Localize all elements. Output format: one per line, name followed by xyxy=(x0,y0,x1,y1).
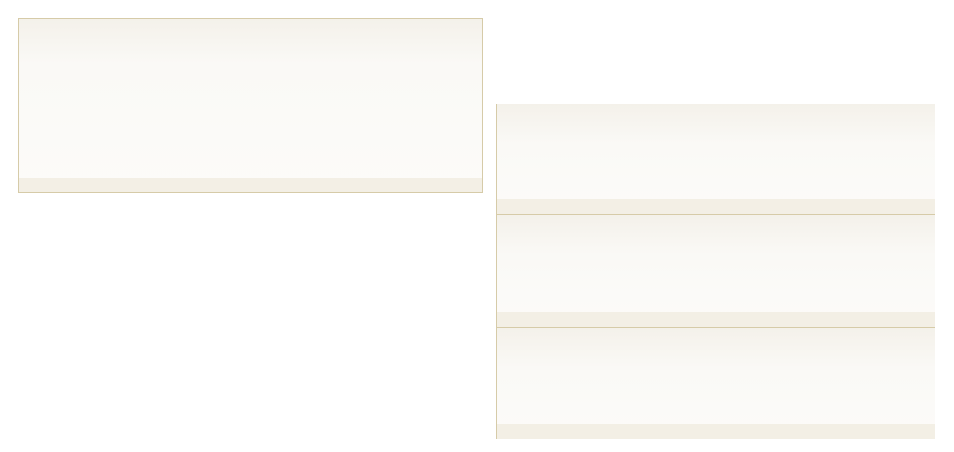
panel-divider xyxy=(497,327,935,328)
right-panel-stack xyxy=(496,104,935,439)
left-panel-footer xyxy=(19,178,482,192)
left-panel xyxy=(18,18,483,193)
right-panel-2-footer xyxy=(497,312,935,327)
right-panel-3 xyxy=(497,328,935,439)
right-panel-1-footer xyxy=(497,199,935,214)
right-panel-1 xyxy=(497,104,935,214)
right-panel-2 xyxy=(497,215,935,327)
right-panel-3-footer xyxy=(497,424,935,439)
panel-divider xyxy=(497,214,935,215)
